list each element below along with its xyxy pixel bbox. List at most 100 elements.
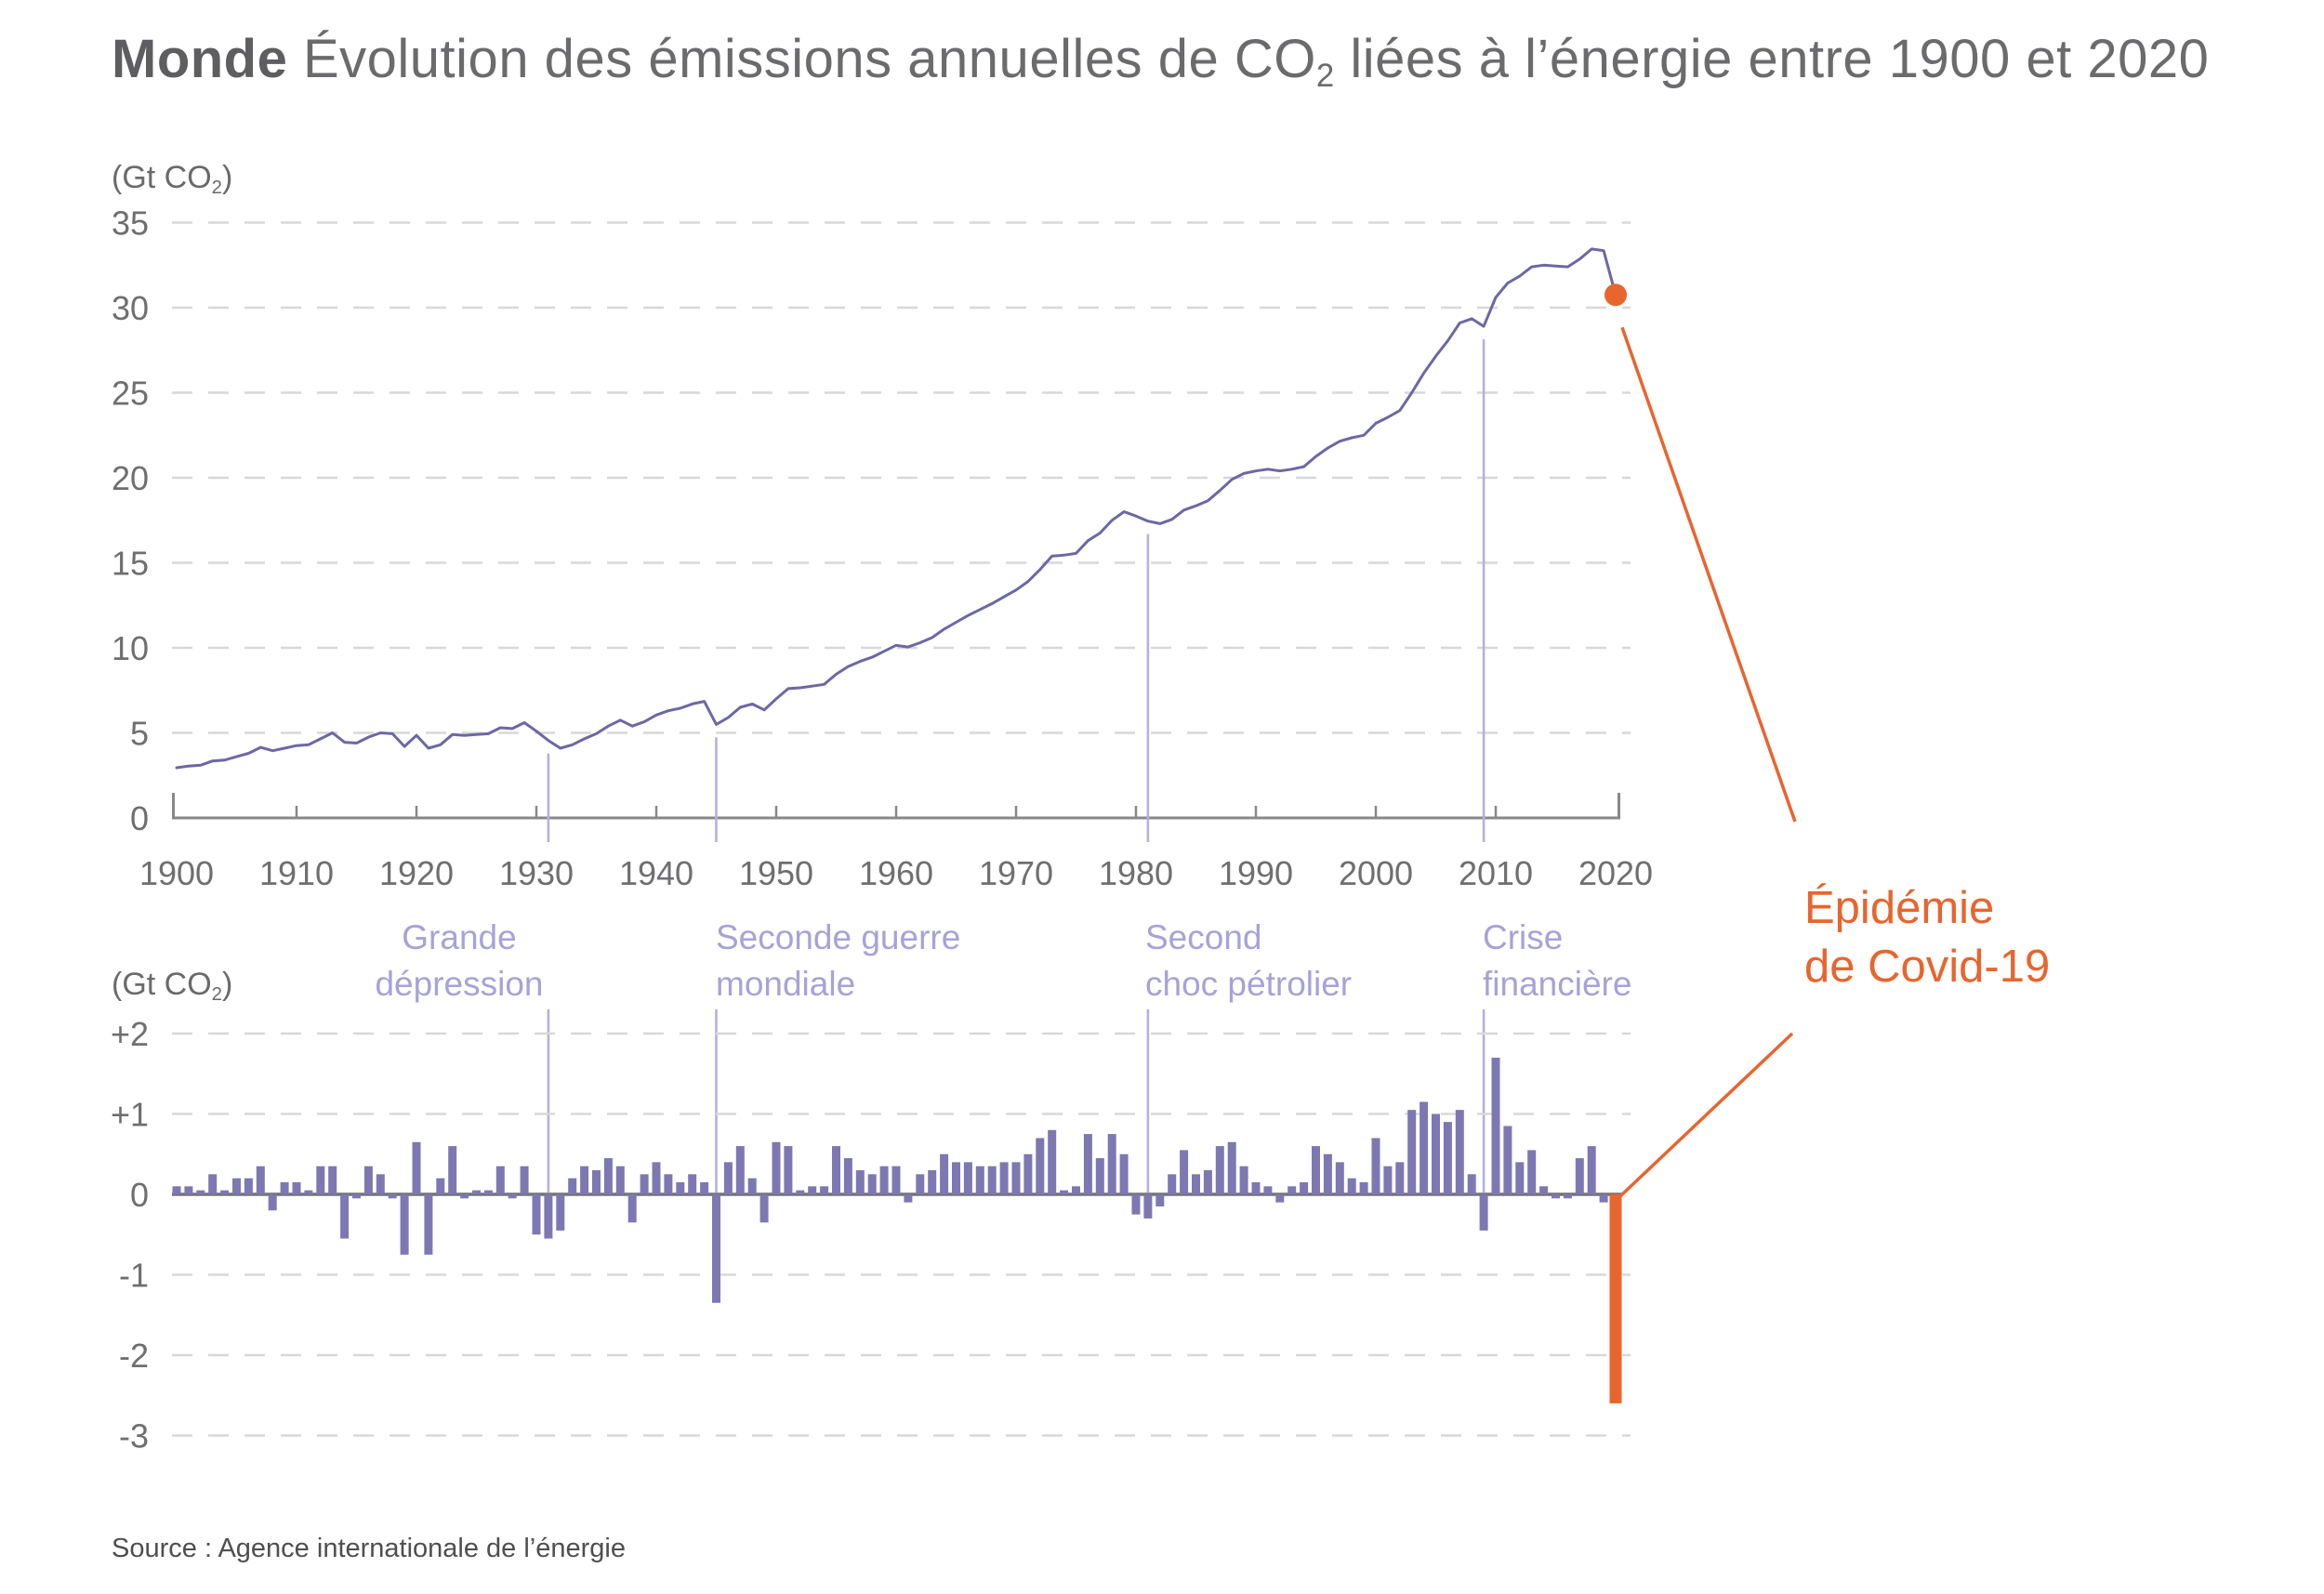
bar-annual-change: [1083, 1134, 1092, 1194]
bar-annual-change: [843, 1158, 852, 1194]
bar-annual-change: [1467, 1174, 1476, 1194]
event-vertical-lines: [547, 339, 1486, 1192]
bar-annual-change: [1503, 1126, 1512, 1194]
top-y-tick-label: 25: [112, 375, 149, 413]
bar-annual-change: [952, 1162, 960, 1194]
bottom-y-tick-label: -3: [119, 1417, 149, 1456]
bar-annual-change: [328, 1166, 337, 1194]
bar-annual-change: [999, 1162, 1009, 1194]
bar-annual-change: [891, 1166, 901, 1194]
bar-annual-change: [1011, 1162, 1021, 1194]
bar-annual-change: [1539, 1186, 1549, 1194]
bar-annual-change: [855, 1170, 865, 1194]
bar-annual-change: [1095, 1158, 1104, 1194]
bar-annual-change: [1168, 1174, 1177, 1194]
bar-annual-change: [1479, 1194, 1488, 1231]
bottom-y-tick-label: +1: [111, 1096, 149, 1134]
bar-annual-change: [280, 1182, 289, 1194]
bar-annual-change: [544, 1194, 553, 1239]
bottom-bar-chart: +2 +1 0 -1 -2 -3: [111, 1015, 1631, 1456]
source-credit: Source : Agence internationale de l’éner…: [112, 1534, 626, 1563]
bar-annual-change: [448, 1146, 457, 1194]
top-x-tick-label: 1920: [379, 854, 454, 892]
annotation-seconde-guerre-mondiale: Seconde guerre mondiale: [716, 918, 961, 1003]
bar-annual-change: [1563, 1194, 1572, 1199]
bar-annual-change: [676, 1182, 685, 1194]
bar-annual-change: [196, 1190, 205, 1194]
bar-annual-change: [232, 1178, 241, 1194]
bar-annual-change: [1419, 1101, 1429, 1194]
bar-annual-change: [352, 1194, 361, 1199]
bar-annual-change: [1527, 1150, 1537, 1194]
bar-annual-change: [1575, 1158, 1584, 1194]
covid-2020-data-point: [1604, 283, 1627, 307]
bar-annual-change: [172, 1186, 181, 1194]
title-tail: liées à l’énergie entre 1900 et 2020: [1334, 29, 2210, 89]
annotation-epidemie-covid19: Épidémie de Covid-19: [1804, 883, 2051, 992]
bar-annual-change: [928, 1170, 937, 1194]
top-y-tick-label: 35: [112, 204, 149, 243]
bar-annual-change: [1335, 1162, 1344, 1194]
bar-annual-change: [867, 1174, 877, 1194]
bar-annual-change: [208, 1174, 218, 1194]
bar-annual-change: [1599, 1194, 1608, 1203]
bar-annual-change: [1048, 1129, 1057, 1194]
bar-annual-change: [712, 1194, 720, 1303]
top-y-tick-label: 10: [112, 629, 149, 667]
bar-annual-change: [1287, 1186, 1297, 1194]
bar-annual-change: [772, 1141, 781, 1194]
bar-annual-change: [1263, 1186, 1273, 1194]
bar-annual-change: [759, 1194, 769, 1223]
bar-annual-change: [627, 1194, 637, 1223]
top-x-tick-label: 1990: [1219, 854, 1293, 892]
bar-annual-change: [1215, 1146, 1224, 1194]
annotation-grande-depression: Grande dépression: [375, 918, 544, 1003]
bar-annual-change: [987, 1166, 997, 1194]
bar-annual-change: [304, 1190, 313, 1194]
top-x-tick-label: 1980: [1099, 854, 1173, 892]
bar-annual-change: [184, 1186, 193, 1194]
bar-annual-change: [1275, 1194, 1285, 1203]
covid-connector-upper: [1620, 326, 1797, 823]
bar-annual-change: [1515, 1162, 1525, 1194]
bar-annual-change: [436, 1178, 445, 1194]
bar-annual-change: [256, 1166, 265, 1194]
bar-annual-change: [1312, 1146, 1320, 1194]
top-x-tick-label: 1970: [979, 854, 1053, 892]
bar-annual-change: [376, 1174, 385, 1194]
bar-annual-change: [1239, 1166, 1248, 1194]
top-y-tick-label: 15: [112, 545, 149, 583]
bottom-chart-unit-label: (Gt CO2): [112, 967, 233, 1005]
bar-annual-change: [1455, 1110, 1464, 1194]
bar-annual-change: [1552, 1194, 1560, 1199]
annotation-second-choc-petrolier: Second choc pétrolier: [1145, 918, 1353, 1003]
bar-annual-change: [832, 1146, 840, 1194]
bottom-y-tick-label: -2: [119, 1337, 149, 1375]
top-x-tick-label: 1960: [859, 854, 933, 892]
bar-annual-change: [963, 1162, 972, 1194]
bar-annual-change: [1203, 1170, 1212, 1194]
top-y-tick-label: 30: [112, 289, 149, 327]
bottom-y-tick-label: +2: [111, 1015, 149, 1053]
bar-annual-change: [700, 1182, 709, 1194]
bar-annual-change: [316, 1166, 325, 1194]
bar-annual-change: [520, 1166, 529, 1194]
bar-annual-change: [244, 1178, 253, 1194]
bar-annual-change: [472, 1190, 481, 1194]
bar-annual-change: [916, 1174, 925, 1194]
bar-annual-change: [495, 1166, 505, 1194]
top-x-tick-label: 1910: [259, 854, 334, 892]
bar-annual-change: [424, 1194, 433, 1255]
bar-annual-change: [363, 1166, 373, 1194]
bar-annual-change: [664, 1174, 673, 1194]
bar-annual-change: [615, 1166, 625, 1194]
bar-annual-change: [532, 1194, 541, 1235]
bar-annual-change: [1119, 1153, 1129, 1194]
bar-annual-change: [808, 1186, 817, 1194]
bar-annual-change: [268, 1194, 277, 1211]
bar-annual-change: [796, 1190, 805, 1194]
top-x-tick-label: 2020: [1578, 854, 1653, 892]
bar-annual-change: [688, 1174, 697, 1194]
bar-annual-change: [1491, 1057, 1500, 1194]
